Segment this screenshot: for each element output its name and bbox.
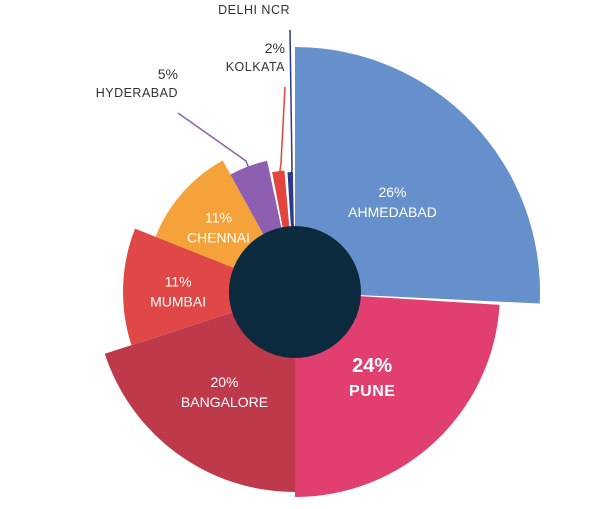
slice-percent-label: 5% [158,66,178,82]
slice-percent-label: 24% [352,355,392,377]
slice-category-label: PUNE [349,383,395,400]
slice-percent-label: 11% [205,210,232,226]
leader-line [289,29,293,179]
slice-category-label: DELHI NCR [218,3,290,17]
slice-percent-label: 20% [210,374,238,390]
center-hole [229,226,361,358]
slice-pune [295,292,500,498]
slice-bangalore [104,292,295,492]
slice-percent-label: 2% [265,40,285,56]
slice-category-label: CHENNAI [187,230,250,246]
slice-category-label: KOLKATA [226,60,285,74]
leader-line [177,112,252,173]
slice-category-label: AHMEDABAD [348,204,437,220]
slice-percent-label: 26% [378,184,406,200]
slice-category-label: HYDERABAD [96,86,178,100]
slice-mumbai [123,228,296,346]
slice-ahmedabad [295,47,541,304]
slice-category-label: BANGALORE [181,394,268,410]
leader-line [278,86,286,178]
slice-percent-label: 11% [165,273,192,289]
slice-category-label: MUMBAI [150,293,206,309]
